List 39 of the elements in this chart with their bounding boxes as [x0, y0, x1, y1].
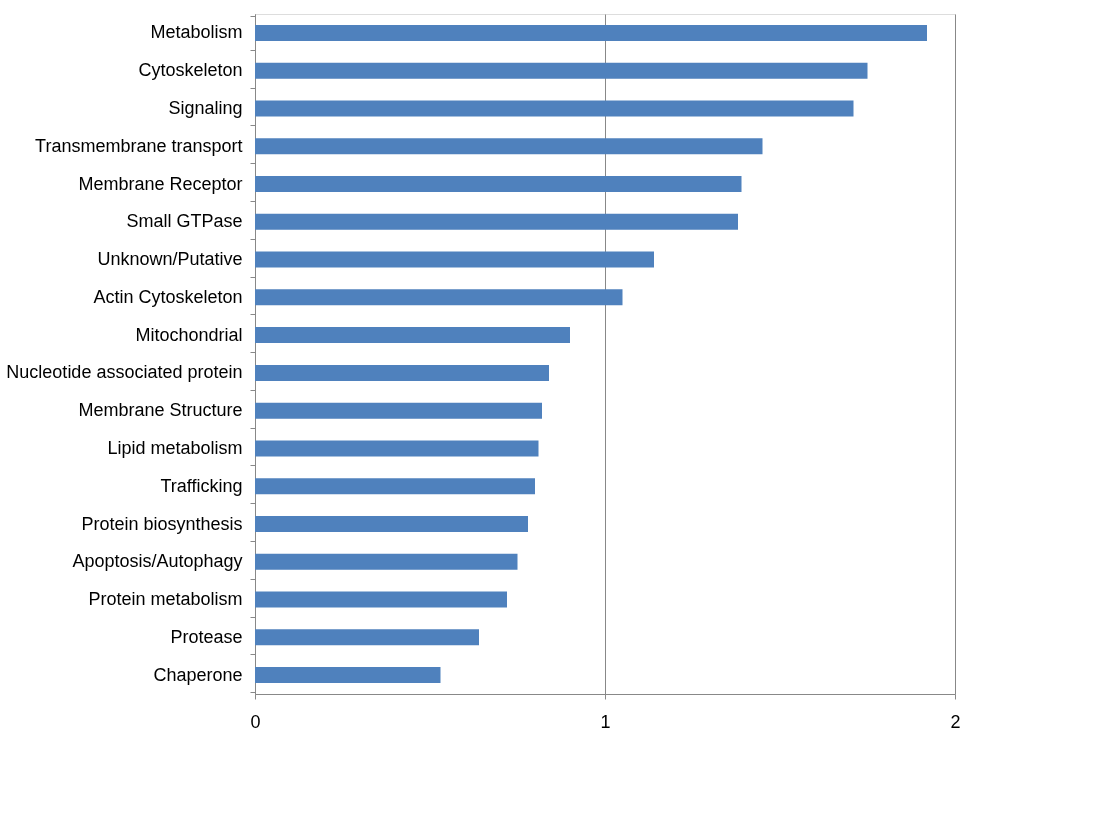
- bar: [255, 629, 479, 646]
- y-tick-label: Transmembrane transport: [35, 135, 243, 156]
- y-tick-label: Metabolism: [150, 22, 243, 43]
- bar: [255, 440, 539, 457]
- bar: [255, 478, 535, 495]
- y-tick-label: Apoptosis/Autophagy: [72, 551, 243, 572]
- bar: [255, 667, 441, 684]
- bar: [255, 402, 542, 419]
- bar: [255, 364, 549, 381]
- bar: [255, 251, 654, 268]
- y-tick-label: Chaperone: [153, 664, 243, 685]
- y-tick-label: Protease: [170, 626, 243, 647]
- bar: [255, 591, 507, 608]
- y-tick-label: Small GTPase: [126, 211, 243, 232]
- y-tick-label: Cytoskeleton: [138, 60, 243, 81]
- y-tick-label: Unknown/Putative: [97, 249, 243, 270]
- y-tick-label: Actin Cytoskeleton: [93, 286, 243, 307]
- y-tick-label: Membrane Structure: [78, 400, 243, 421]
- y-tick-label: Nucleotide associated protein: [6, 362, 243, 383]
- x-tick-label: 1: [600, 711, 611, 732]
- bar: [255, 176, 742, 192]
- y-tick-label: Protein metabolism: [88, 589, 243, 610]
- bar: [255, 100, 854, 117]
- y-tick-label: Protein biosynthesis: [81, 513, 243, 534]
- x-tick-label: 0: [250, 711, 261, 732]
- y-tick-label: Membrane Receptor: [78, 173, 243, 194]
- bar: [255, 553, 518, 570]
- bar: [255, 24, 927, 41]
- y-tick-label: Lipid metabolism: [107, 437, 243, 458]
- bar: [255, 62, 868, 79]
- bar: [255, 516, 528, 532]
- y-tick-label: Trafficking: [160, 475, 243, 496]
- x-tick-label: 2: [950, 711, 961, 732]
- bar: [255, 327, 570, 344]
- bar: [255, 138, 763, 155]
- bar: [255, 289, 623, 306]
- y-tick-label: Mitochondrial: [135, 324, 243, 345]
- bar: [255, 213, 738, 230]
- y-tick-label: Signaling: [168, 97, 243, 118]
